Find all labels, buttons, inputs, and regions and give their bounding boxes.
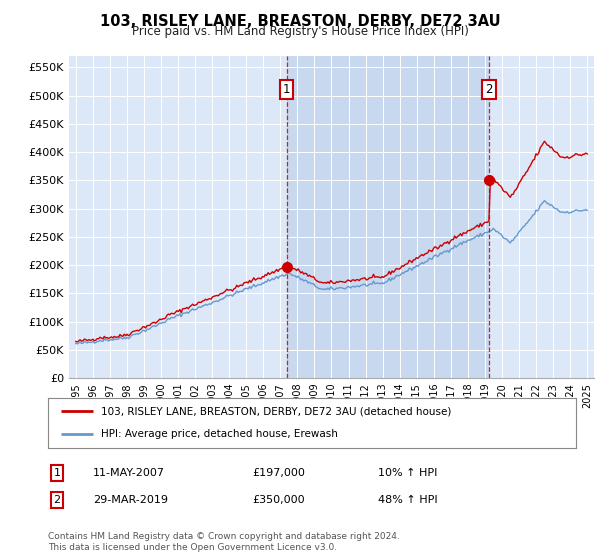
Text: HPI: Average price, detached house, Erewash: HPI: Average price, detached house, Erew… (101, 430, 338, 440)
Bar (287, 56, 489, 378)
Text: 10% ↑ HPI: 10% ↑ HPI (378, 468, 437, 478)
Text: 103, RISLEY LANE, BREASTON, DERBY, DE72 3AU: 103, RISLEY LANE, BREASTON, DERBY, DE72 … (100, 14, 500, 29)
Text: Price paid vs. HM Land Registry's House Price Index (HPI): Price paid vs. HM Land Registry's House … (131, 25, 469, 38)
Text: 48% ↑ HPI: 48% ↑ HPI (378, 495, 437, 505)
Text: 1: 1 (283, 83, 290, 96)
Text: £197,000: £197,000 (252, 468, 305, 478)
Text: Contains HM Land Registry data © Crown copyright and database right 2024.
This d: Contains HM Land Registry data © Crown c… (48, 532, 400, 552)
Text: 1: 1 (53, 468, 61, 478)
Text: £350,000: £350,000 (252, 495, 305, 505)
Text: 2: 2 (53, 495, 61, 505)
Text: 11-MAY-2007: 11-MAY-2007 (93, 468, 165, 478)
Text: 2: 2 (485, 83, 493, 96)
Text: 29-MAR-2019: 29-MAR-2019 (93, 495, 168, 505)
Text: 103, RISLEY LANE, BREASTON, DERBY, DE72 3AU (detached house): 103, RISLEY LANE, BREASTON, DERBY, DE72 … (101, 406, 451, 416)
